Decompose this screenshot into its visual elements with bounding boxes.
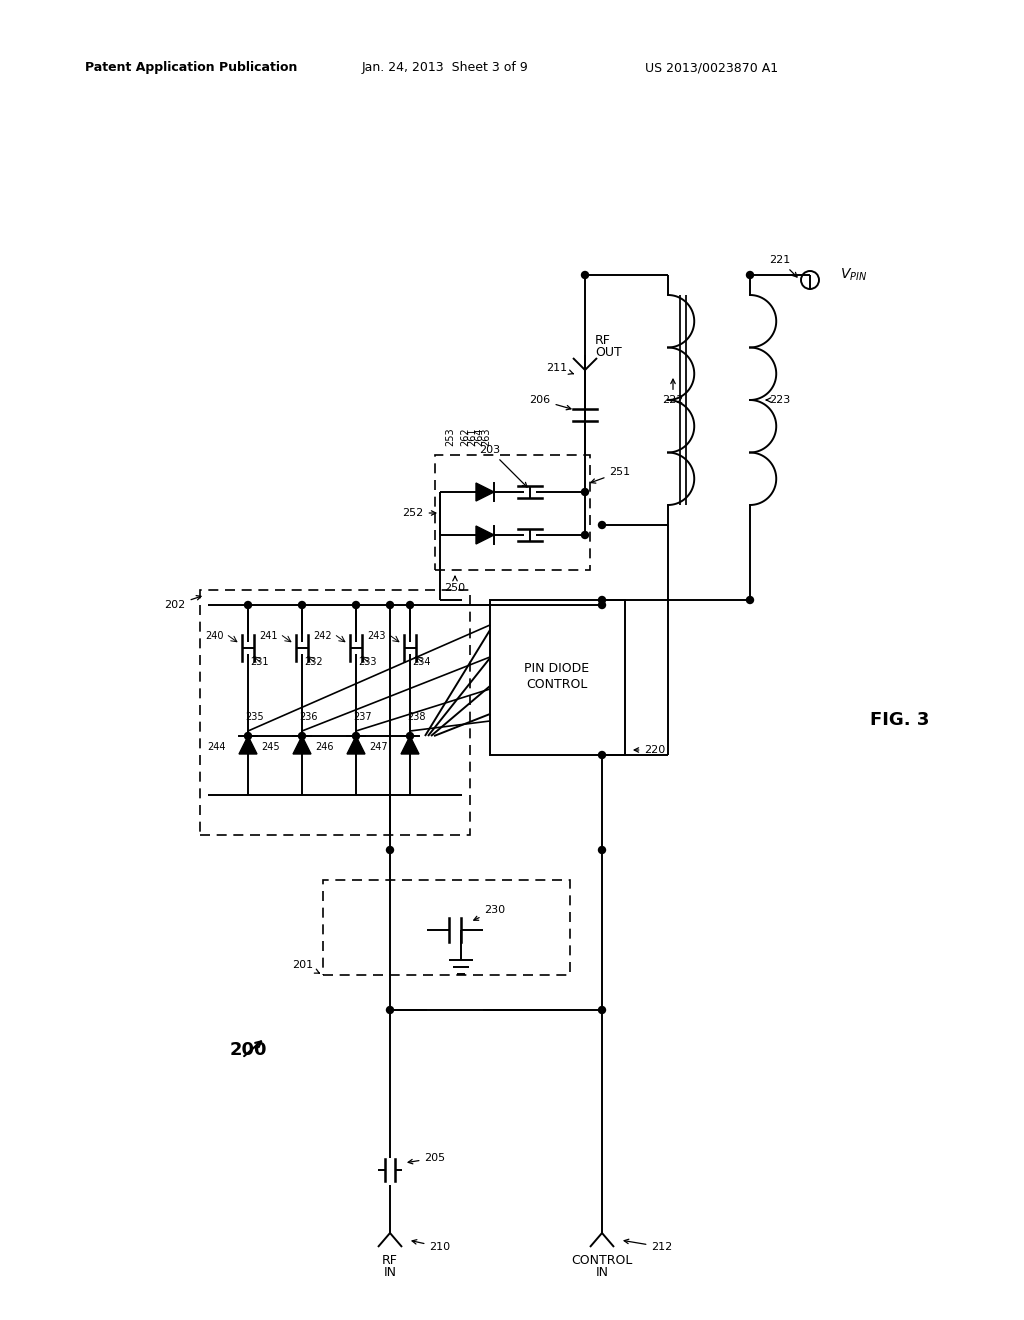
Circle shape [582,272,589,279]
Text: 235: 235 [245,711,263,722]
Text: 202: 202 [165,595,201,610]
Text: 232: 232 [304,657,323,667]
Text: 234: 234 [412,657,430,667]
Text: FIG. 3: FIG. 3 [870,711,930,729]
Text: Patent Application Publication: Patent Application Publication [85,62,297,74]
Text: 253: 253 [445,428,455,446]
Circle shape [299,602,305,609]
Polygon shape [239,737,257,754]
Text: 245: 245 [261,742,280,752]
Circle shape [746,272,754,279]
Circle shape [407,602,414,609]
Circle shape [245,733,252,739]
Text: $V_{PIN}$: $V_{PIN}$ [840,267,867,284]
Text: 247: 247 [370,742,388,752]
Circle shape [746,597,754,603]
Text: RF: RF [595,334,611,346]
Text: 243: 243 [368,631,386,642]
Text: US 2013/0023870 A1: US 2013/0023870 A1 [645,62,778,74]
Text: 205: 205 [409,1152,445,1164]
Circle shape [386,846,393,854]
Text: 220: 220 [634,744,666,755]
Circle shape [352,602,359,609]
Text: 210: 210 [412,1239,451,1251]
Text: 262: 262 [460,428,470,446]
Polygon shape [476,525,494,544]
Text: CONTROL: CONTROL [526,678,588,692]
Text: 264: 264 [474,428,484,446]
Text: PIN DIODE: PIN DIODE [524,663,590,676]
Bar [435,455,590,570]
Circle shape [598,846,605,854]
Circle shape [386,602,393,609]
Circle shape [386,1006,393,1014]
Text: 237: 237 [353,711,372,722]
Text: IN: IN [596,1266,608,1279]
Text: 212: 212 [624,1239,673,1251]
Text: 241: 241 [259,631,278,642]
Circle shape [245,602,252,609]
Circle shape [598,602,605,609]
Text: 231: 231 [250,657,268,667]
Text: 252: 252 [402,508,436,517]
Circle shape [598,751,605,759]
Text: 236: 236 [299,711,317,722]
Text: RF: RF [382,1254,398,1266]
Bar [323,880,570,975]
Text: CONTROL: CONTROL [571,1254,633,1266]
Text: 242: 242 [313,631,332,642]
Text: 201: 201 [293,960,319,973]
Text: 233: 233 [358,657,377,667]
Circle shape [582,488,589,495]
Circle shape [598,1006,605,1014]
Circle shape [352,733,359,739]
Text: 223: 223 [766,395,791,405]
Text: Jan. 24, 2013  Sheet 3 of 9: Jan. 24, 2013 Sheet 3 of 9 [362,62,528,74]
Circle shape [582,532,589,539]
Text: IN: IN [384,1266,396,1279]
Text: 251: 251 [591,467,631,483]
Text: 244: 244 [208,742,226,752]
Circle shape [598,597,605,603]
Text: 246: 246 [315,742,334,752]
Text: 230: 230 [474,906,506,920]
Text: OUT: OUT [595,346,622,359]
Text: 203: 203 [479,445,527,487]
Text: 211: 211 [547,363,573,375]
Bar [200,590,470,836]
Text: 221: 221 [769,255,797,277]
Text: 200: 200 [230,1041,267,1059]
Text: 238: 238 [407,711,426,722]
Text: 263: 263 [481,428,490,446]
Polygon shape [293,737,311,754]
Circle shape [407,733,414,739]
Text: 261: 261 [467,428,477,446]
Polygon shape [476,483,494,502]
Text: 222: 222 [663,379,684,405]
Circle shape [299,733,305,739]
Text: 240: 240 [206,631,224,642]
Text: 250: 250 [444,577,466,593]
Polygon shape [401,737,419,754]
Text: 206: 206 [529,395,571,409]
Bar [490,601,625,755]
Polygon shape [347,737,365,754]
Circle shape [598,521,605,528]
